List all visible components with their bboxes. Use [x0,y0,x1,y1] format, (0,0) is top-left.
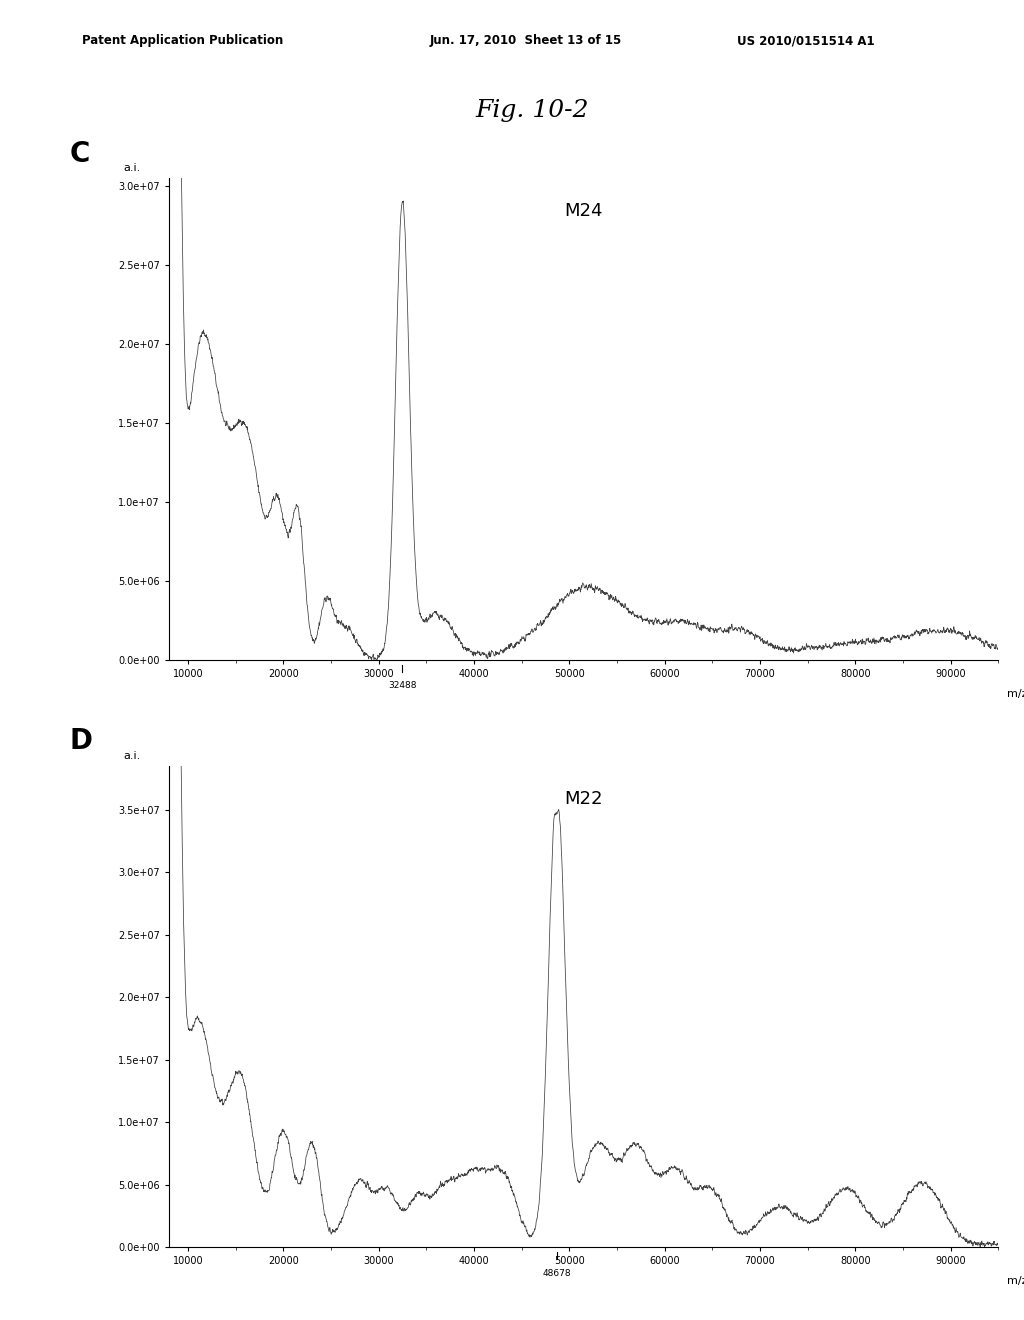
Text: m/z: m/z [1007,689,1024,698]
Text: M24: M24 [564,202,603,220]
Text: m/z: m/z [1007,1276,1024,1286]
Text: Patent Application Publication: Patent Application Publication [82,34,284,48]
Text: Jun. 17, 2010  Sheet 13 of 15: Jun. 17, 2010 Sheet 13 of 15 [430,34,623,48]
Text: 48678: 48678 [543,1269,571,1278]
Text: US 2010/0151514 A1: US 2010/0151514 A1 [737,34,874,48]
Text: 32488: 32488 [388,681,417,690]
Text: M22: M22 [564,789,603,808]
Text: D: D [70,727,92,755]
Text: a.i.: a.i. [123,164,140,173]
Text: a.i.: a.i. [123,751,140,760]
Text: C: C [70,140,90,168]
Text: Fig. 10-2: Fig. 10-2 [476,99,589,121]
